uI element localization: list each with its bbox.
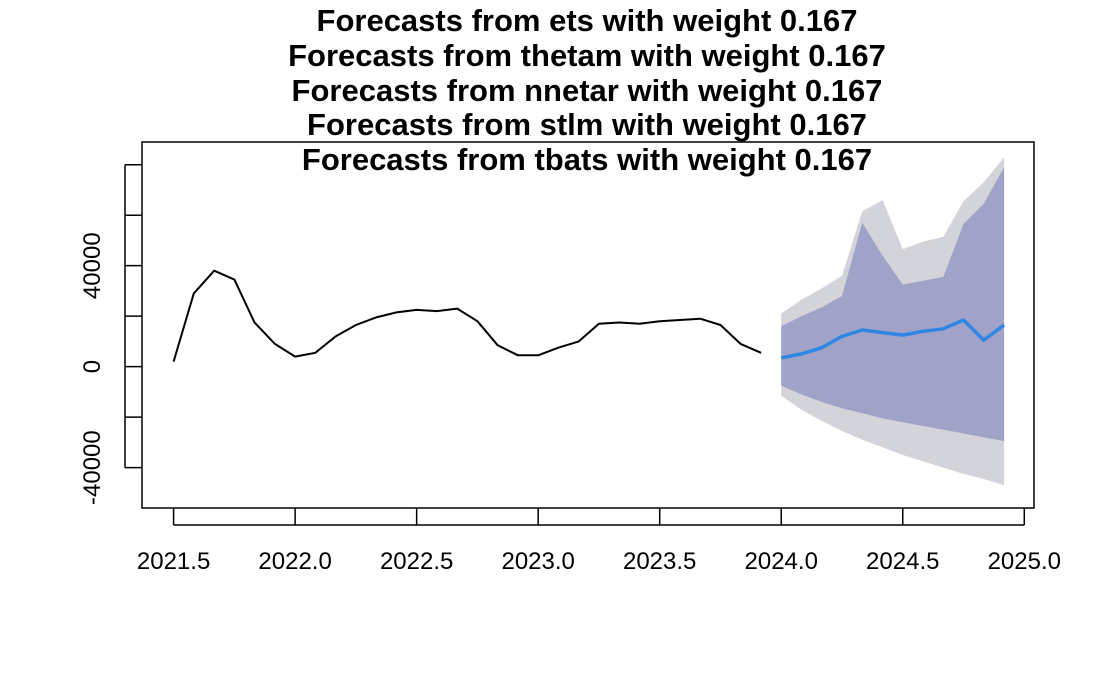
y-tick-label: -40000 <box>79 430 106 505</box>
title-line-nnetar: Forecasts from nnetar with weight 0.167 <box>292 73 883 108</box>
y-axis: -40000 0 40000 <box>79 163 142 505</box>
x-tick-label: 2023.0 <box>501 548 574 575</box>
x-tick-label: 2025.0 <box>988 548 1061 575</box>
series-lines <box>172 269 1006 362</box>
title-line-thetam: Forecasts from thetam with weight 0.167 <box>288 38 886 73</box>
x-tick-label: 2024.5 <box>866 548 939 575</box>
x-axis: 2021.5 2022.0 2022.5 2023.0 2023.5 2024.0 2024… <box>137 508 1061 575</box>
forecast-mean-line <box>780 318 1006 360</box>
chart-title: Forecasts from ets with weight 0.167 For… <box>288 3 886 177</box>
band-80 <box>781 167 1005 442</box>
x-tick-label: 2021.5 <box>137 548 210 575</box>
x-tick-label: 2024.0 <box>745 548 818 575</box>
y-tick-label: 0 <box>79 360 106 373</box>
x-tick-label: 2022.5 <box>380 548 453 575</box>
y-tick-label: 40000 <box>79 232 106 299</box>
x-tick-label: 2022.0 <box>258 548 331 575</box>
history-line <box>172 269 762 362</box>
plot-frame <box>141 141 1035 509</box>
prediction-intervals <box>781 157 1005 486</box>
title-line-tbats: Forecasts from tbats with weight 0.167 <box>302 142 872 177</box>
x-tick-label: 2023.5 <box>623 548 696 575</box>
title-line-stlm: Forecasts from stlm with weight 0.167 <box>307 107 867 142</box>
title-line-ets: Forecasts from ets with weight 0.167 <box>317 3 858 38</box>
